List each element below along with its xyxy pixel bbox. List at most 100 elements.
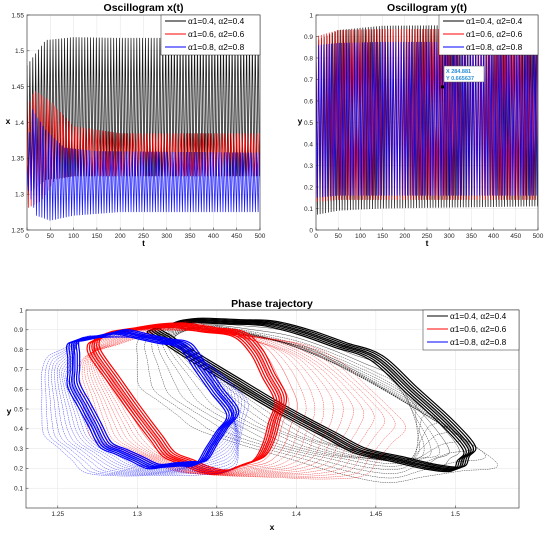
y-tick-label: 0 xyxy=(309,227,313,234)
x-tick-label: 1.25 xyxy=(51,511,64,518)
x-tick-label: 200 xyxy=(399,233,410,240)
y-tick-label: 0.7 xyxy=(304,77,313,84)
y-tick-label: 0.4 xyxy=(14,426,23,433)
y-tick-label: 0.7 xyxy=(14,367,23,374)
trajectory-loop-2 xyxy=(93,328,307,474)
x-tick-label: 250 xyxy=(138,233,149,240)
legend-box xyxy=(422,309,520,351)
x-tick-label: 1.35 xyxy=(211,511,224,518)
x-tick-label: 200 xyxy=(115,233,126,240)
trajectory-loop-3 xyxy=(44,335,246,476)
legend-entry: α1=0.4, α2=0.4 xyxy=(450,311,507,321)
trajectory-loop-2 xyxy=(91,327,334,474)
x-tick-label: 0 xyxy=(314,233,318,240)
x-tick-label: 150 xyxy=(377,233,388,240)
x-tick-label: 0 xyxy=(25,233,29,240)
x-tick-label: 1.4 xyxy=(292,511,301,518)
x-tick-label: 500 xyxy=(533,233,544,240)
series-line-3 xyxy=(316,41,538,198)
y-tick-label: 1.35 xyxy=(11,156,24,163)
legend-entry: α1=0.8, α2=0.8 xyxy=(466,42,523,52)
series-marks xyxy=(27,37,260,221)
trajectory-loop-2 xyxy=(88,326,354,475)
x-tick-label: 100 xyxy=(355,233,366,240)
y-axis-label: y xyxy=(7,406,12,416)
legend-entry: α1=0.8, α2=0.8 xyxy=(188,42,245,52)
trajectory-loop-2 xyxy=(92,328,325,474)
x-tick-label: 450 xyxy=(510,233,521,240)
legend-entry: α1=0.6, α2=0.6 xyxy=(466,29,523,39)
x-tick-label: 400 xyxy=(488,233,499,240)
y-tick-label: 0.1 xyxy=(304,206,313,213)
datatip[interactable]: X 284.881 Y 0.665637 xyxy=(440,65,485,89)
phase-trajectory-panel: 1.25 1.3 1.35 1.4 1.45 1.5 0.1 0.2 0.3 0.4 0.5 0.6 0… xyxy=(7,298,520,532)
trajectory-loop-2 xyxy=(84,324,375,476)
x-tick-label: 450 xyxy=(231,233,242,240)
x-tick-label: 1.45 xyxy=(370,511,383,518)
trajectory-loop-3 xyxy=(54,336,238,473)
y-tick-label: 0.9 xyxy=(14,327,23,334)
tick-labels: 0 50 100 150 200 250 300 350 400 450 500 1.25 1.3 1.3… xyxy=(11,12,265,240)
y-tick-label: 0.6 xyxy=(304,98,313,105)
datatip-y: Y 0.665637 xyxy=(446,76,474,82)
y-tick-label: 1.4 xyxy=(15,120,24,127)
legend-entry: α1=0.4, α2=0.4 xyxy=(466,16,523,26)
y-tick-label: 0.2 xyxy=(304,184,313,191)
chart-title: Oscillogram y(t) xyxy=(387,2,467,14)
y-tick-label: 0.8 xyxy=(14,347,23,354)
legend-entry: α1=0.6, α2=0.6 xyxy=(188,29,245,39)
series-line-2 xyxy=(316,28,538,202)
legend-entry: α1=0.4, α2=0.4 xyxy=(188,16,245,26)
y-tick-label: 0.9 xyxy=(304,34,313,41)
x-tick-label: 150 xyxy=(91,233,102,240)
trajectory-loop-2 xyxy=(81,323,385,477)
legend-entry: α1=0.6, α2=0.6 xyxy=(450,324,507,334)
x-tick-label: 100 xyxy=(68,233,79,240)
legend-entry: α1=0.8, α2=0.8 xyxy=(450,337,507,347)
y-tick-label: 1.45 xyxy=(11,84,24,91)
oscillogram-y-panel: 0 50 100 150 200 250 300 350 400 450 500 0 0.1 0.2 0.3… xyxy=(298,2,544,248)
oscillogram-x-panel: 0 50 100 150 200 250 300 350 400 450 500 1.25 1.3 1.3… xyxy=(6,2,266,248)
y-tick-label: 1 xyxy=(309,12,313,19)
x-axis-label: x xyxy=(270,522,275,532)
y-tick-label: 1.5 xyxy=(15,48,24,55)
x-tick-label: 400 xyxy=(208,233,219,240)
y-tick-label: 0.5 xyxy=(304,120,313,127)
y-tick-label: 0.8 xyxy=(304,55,313,62)
x-tick-label: 300 xyxy=(161,233,172,240)
x-tick-label: 250 xyxy=(422,233,433,240)
x-tick-label: 1.5 xyxy=(451,511,460,518)
legend: α1=0.4, α2=0.4 α1=0.6, α2=0.6 α1=0.8, α2… xyxy=(160,14,261,56)
series-marks xyxy=(41,317,499,483)
limit-cycle-1 xyxy=(156,318,475,469)
y-tick-label: 0.3 xyxy=(14,446,23,453)
x-tick-label: 500 xyxy=(255,233,266,240)
trajectory-loop-2 xyxy=(86,325,365,475)
tick-labels: 1.25 1.3 1.35 1.4 1.45 1.5 0.1 0.2 0.3 0.4 0.5 0.6 0… xyxy=(14,307,460,518)
legend-box xyxy=(160,14,261,56)
chart-title: Phase trajectory xyxy=(231,298,313,310)
legend-box xyxy=(438,14,539,56)
x-tick-label: 300 xyxy=(444,233,455,240)
x-tick-label: 1.3 xyxy=(133,511,142,518)
trajectory-loop-2 xyxy=(90,326,344,475)
x-tick-label: 50 xyxy=(47,233,55,240)
x-axis-label: t xyxy=(426,238,429,248)
limit-cycle-1 xyxy=(146,322,465,473)
y-axis-label: x xyxy=(6,116,11,126)
y-tick-label: 1 xyxy=(19,307,23,314)
chart-title: Oscillogram x(t) xyxy=(104,2,184,14)
trajectory-loop-1 xyxy=(136,325,499,483)
datatip-x: X 284.881 xyxy=(446,69,471,75)
y-tick-label: 0.1 xyxy=(14,486,23,493)
y-tick-label: 0.5 xyxy=(14,406,23,413)
trajectory-loop-3 xyxy=(41,335,249,477)
y-tick-label: 0.2 xyxy=(14,466,23,473)
y-axis-label: y xyxy=(298,116,303,126)
series-line-1 xyxy=(27,37,260,194)
y-tick-label: 0.3 xyxy=(304,163,313,170)
x-axis-label: t xyxy=(142,238,145,248)
limit-cycle-3 xyxy=(77,328,240,466)
legend: α1=0.4, α2=0.4 α1=0.6, α2=0.6 α1=0.8, α2… xyxy=(422,309,520,351)
x-tick-label: 50 xyxy=(335,233,343,240)
